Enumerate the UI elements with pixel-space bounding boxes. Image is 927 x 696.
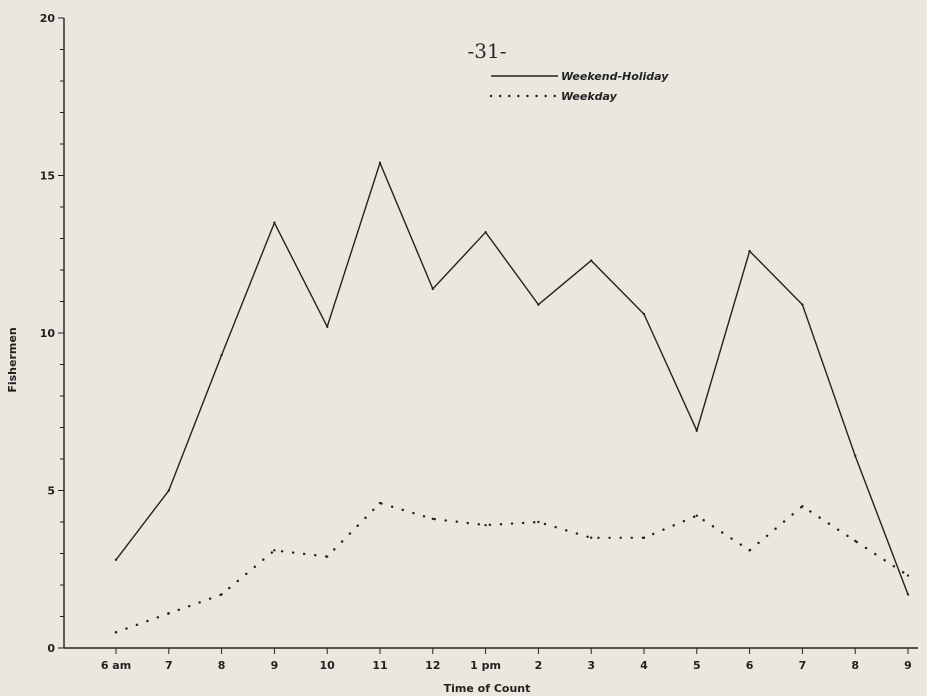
axes: 0 5 10 15 20 6 am 7 8 9 10 11 12 1 pm 2 3 4 5 6 7 8 9	[40, 12, 918, 672]
data-point-weekend-holiday	[378, 161, 382, 165]
data-point-weekday	[695, 514, 698, 517]
data-point-weekday	[642, 536, 646, 539]
data-point-weekend-holiday	[431, 287, 434, 291]
x-tick-label: 8	[218, 659, 226, 672]
data-point-weekday	[906, 574, 910, 577]
data-point-weekday	[378, 501, 382, 505]
series-line-weekend-holiday	[115, 160, 909, 595]
data-point-weekend-holiday	[326, 325, 329, 328]
data-point-weekend-holiday	[114, 558, 118, 561]
y-tick-label: 15	[40, 170, 55, 183]
data-point-weekend-holiday	[537, 303, 540, 306]
data-point-weekend-holiday	[590, 259, 593, 262]
x-tick-label: 9	[271, 659, 279, 672]
data-point-weekend-holiday	[484, 231, 487, 234]
data-point-weekday	[220, 593, 223, 596]
data-point-weekday	[537, 520, 540, 524]
data-point-weekend-holiday	[167, 489, 170, 492]
series-line-weekday	[114, 501, 910, 634]
x-tick-label: 6	[746, 659, 754, 672]
data-point-weekday	[273, 549, 276, 552]
data-point-weekend-holiday	[220, 353, 223, 357]
legend-label-1: Weekday	[561, 90, 618, 103]
x-tick-label: 2	[535, 659, 543, 672]
x-tick-label: 4	[640, 659, 648, 672]
data-point-weekday	[854, 539, 857, 543]
data-point-weekday	[484, 523, 487, 527]
legend: Weekend-Holiday Weekday	[489, 70, 669, 103]
data-point-weekday	[590, 536, 593, 539]
y-tick-label: 10	[40, 327, 56, 340]
data-point-weekend-holiday	[854, 454, 857, 458]
x-tick-label: 5	[693, 659, 701, 672]
data-point-weekend-holiday	[273, 221, 276, 224]
legend-label-0: Weekend-Holiday	[561, 70, 669, 83]
data-point-weekday	[114, 631, 118, 634]
x-tick-label: 12	[425, 659, 440, 672]
y-tick-label: 0	[47, 642, 55, 655]
y-axis-title: Fishermen	[6, 327, 19, 392]
data-point-weekday	[748, 549, 751, 552]
x-tick-label: 6 am	[101, 659, 131, 672]
data-point-weekday	[167, 612, 170, 615]
x-tick-label: 7	[165, 659, 173, 672]
x-tick-label: 3	[587, 659, 595, 672]
data-point-weekend-holiday	[801, 303, 804, 306]
x-tick-label: 10	[320, 659, 336, 672]
data-point-weekend-holiday	[642, 312, 646, 316]
x-tick-label: 11	[372, 659, 387, 672]
data-point-weekend-holiday	[906, 593, 910, 596]
data-point-weekday	[326, 555, 329, 558]
y-tick-label: 5	[47, 485, 55, 498]
x-tick-label: 7	[799, 659, 807, 672]
data-point-weekday	[431, 517, 434, 521]
data-point-weekend-holiday	[748, 249, 751, 253]
x-tick-label: 8	[851, 659, 859, 672]
series-lines	[114, 160, 910, 634]
x-tick-label: 1 pm	[470, 659, 501, 672]
page-number: -31-	[468, 39, 507, 63]
data-point-weekend-holiday	[695, 429, 698, 432]
y-tick-label: 20	[40, 12, 56, 25]
x-tick-label: 9	[904, 659, 912, 672]
x-axis-title: Time of Count	[444, 682, 531, 695]
data-point-weekday	[801, 505, 804, 508]
